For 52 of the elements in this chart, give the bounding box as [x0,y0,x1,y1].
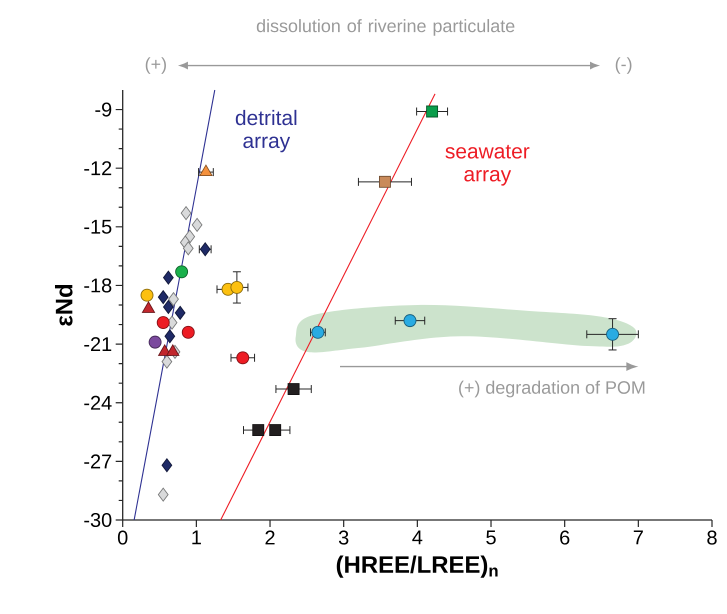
point [158,488,169,502]
point [175,265,188,278]
point [230,280,244,294]
x-tick-label: 2 [265,530,275,544]
point [163,270,174,285]
text: dissolution of riverine particulate [256,19,514,36]
y-tick-label: -15 [84,220,112,234]
point [156,316,170,330]
y-tick-label: -24 [84,396,112,410]
point [192,218,202,232]
x-tick-label: 0 [118,530,128,545]
point [158,290,169,304]
x-tick-label: 3 [338,530,348,545]
point [174,306,186,320]
x-tick-label: 6 [560,530,570,545]
point [182,326,195,339]
y-axis-title: εNd [54,284,73,326]
point [236,351,250,364]
point [180,206,192,220]
x-tick-label: 8 [707,530,717,545]
series-label: seawater array [445,144,530,186]
x-tick-label: 5 [486,530,496,544]
point [200,242,211,256]
point [162,354,172,369]
y-tick-label: -9 [95,102,112,117]
y-tick-label: -18 [84,278,112,292]
point [148,336,162,349]
point [404,314,416,328]
annotation: (+) degradation of POM [459,380,644,398]
series-label: detrital array [236,110,296,152]
point [606,328,620,341]
point [269,424,282,436]
point [288,383,300,395]
point [164,329,176,344]
y-tick-label: -30 [84,512,112,528]
point [162,458,172,472]
point [168,292,179,306]
x-tick-label: 7 [634,530,643,544]
y-tick-label: -27 [84,454,112,468]
point [378,176,391,188]
text: (+) [146,57,166,74]
text: (-) [616,57,632,74]
x-axis-title: (HREE/LREE)$_{n}$ [336,555,498,578]
x-tick-label: 4 [412,530,422,544]
y-tick-label: -12 [84,161,112,176]
point [140,288,154,302]
point [163,300,174,314]
point [252,424,264,436]
y-tick-label: -21 [84,337,112,352]
point [182,241,194,256]
x-tick-label: 1 [192,530,201,544]
point [426,106,438,118]
